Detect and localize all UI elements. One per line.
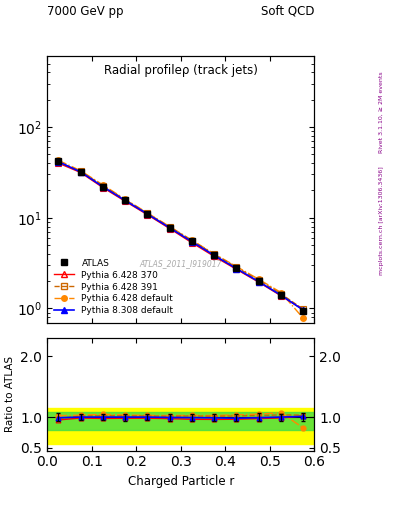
Text: Rivet 3.1.10, ≥ 2M events: Rivet 3.1.10, ≥ 2M events (379, 72, 384, 154)
X-axis label: Charged Particle r: Charged Particle r (128, 475, 234, 488)
Legend: ATLAS, Pythia 6.428 370, Pythia 6.428 391, Pythia 6.428 default, Pythia 8.308 de: ATLAS, Pythia 6.428 370, Pythia 6.428 39… (51, 256, 176, 318)
Text: 7000 GeV pp: 7000 GeV pp (47, 5, 124, 18)
Y-axis label: Ratio to ATLAS: Ratio to ATLAS (5, 356, 15, 432)
Text: mcplots.cern.ch [arXiv:1306.3436]: mcplots.cern.ch [arXiv:1306.3436] (379, 166, 384, 274)
Text: ATLAS_2011_I919017: ATLAS_2011_I919017 (140, 260, 222, 268)
Text: Radial profileρ (track jets): Radial profileρ (track jets) (104, 65, 258, 77)
Text: Soft QCD: Soft QCD (261, 5, 314, 18)
